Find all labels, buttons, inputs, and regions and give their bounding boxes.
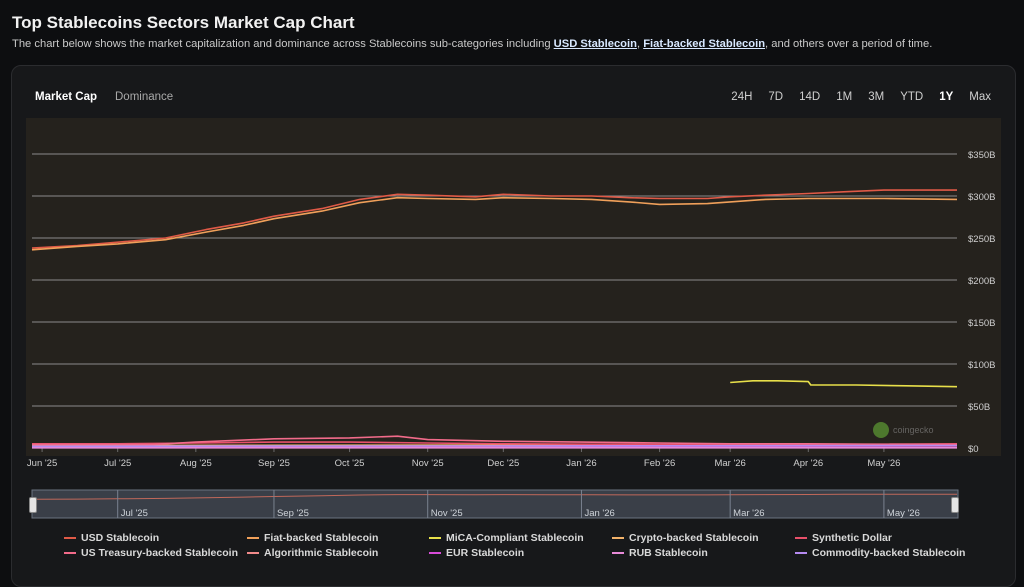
x-tick-label: Mar '26: [714, 458, 745, 469]
x-tick-label: Oct '25: [335, 458, 365, 469]
y-tick-label: $200B: [968, 276, 995, 287]
legend-label: Fiat-backed Stablecoin: [264, 532, 378, 544]
legend-item-synthetic-dollar[interactable]: Synthetic Dollar: [795, 532, 985, 544]
navigator-label: Sep '25: [277, 508, 309, 519]
market-cap-chart[interactable]: $0 $50B $100B $150B $200B $250B $300B $350B Jun …: [0, 0, 1024, 568]
y-tick-label: $300B: [968, 192, 995, 203]
y-tick-label: $50B: [968, 402, 990, 413]
y-tick-label: $0: [968, 444, 979, 455]
legend-item-eur-stablecoin[interactable]: EUR Stablecoin: [429, 547, 612, 559]
legend-label: USD Stablecoin: [81, 532, 159, 544]
x-tick-label: Nov '25: [412, 458, 444, 469]
navigator-right-handle[interactable]: [951, 497, 959, 513]
legend-label: Crypto-backed Stablecoin: [629, 532, 759, 544]
chart-legend: USD Stablecoin Fiat-backed Stablecoin Mi…: [64, 532, 985, 559]
legend-swatch: [429, 537, 441, 539]
legend-label: Synthetic Dollar: [812, 532, 892, 544]
legend-label: Commodity-backed Stablecoin: [812, 547, 965, 559]
legend-item-fiat-backed-stablecoin[interactable]: Fiat-backed Stablecoin: [247, 532, 429, 544]
x-tick-label: Jun '25: [27, 458, 57, 469]
legend-item-usd-stablecoin[interactable]: USD Stablecoin: [64, 532, 247, 544]
x-tick-label: Sep '25: [258, 458, 290, 469]
navigator-label: Jul '25: [121, 508, 148, 519]
legend-label: US Treasury-backed Stablecoin: [81, 547, 238, 559]
series-line-mica-compliant-stablecoin[interactable]: [730, 381, 957, 387]
series-line-commodity-backed-stablecoin[interactable]: [32, 446, 957, 447]
navigator-label: Jan '26: [584, 508, 614, 519]
legend-item-crypto-backed-stablecoin[interactable]: Crypto-backed Stablecoin: [612, 532, 795, 544]
legend-swatch: [247, 552, 259, 554]
watermark-text: coingecko: [893, 425, 934, 435]
navigator-label: Mar '26: [733, 508, 764, 519]
y-tick-label: $100B: [968, 360, 995, 371]
legend-label: RUB Stablecoin: [629, 547, 708, 559]
x-tick-label: May '26: [867, 458, 900, 469]
legend-item-rub-stablecoin[interactable]: RUB Stablecoin: [612, 547, 795, 559]
legend-swatch: [247, 537, 259, 539]
x-tick-label: Jan '26: [566, 458, 596, 469]
legend-swatch: [64, 537, 76, 539]
legend-swatch: [429, 552, 441, 554]
x-tick-label: Apr '26: [793, 458, 823, 469]
y-tick-label: $150B: [968, 318, 995, 329]
legend-swatch: [64, 552, 76, 554]
y-tick-label: $350B: [968, 150, 995, 161]
legend-label: EUR Stablecoin: [446, 547, 524, 559]
legend-swatch: [795, 537, 807, 539]
x-tick-label: Jul '25: [104, 458, 131, 469]
x-tick-label: Feb '26: [644, 458, 675, 469]
legend-swatch: [612, 552, 624, 554]
x-tick-label: Dec '25: [487, 458, 519, 469]
navigator-label: Nov '25: [431, 508, 463, 519]
legend-item-algorithmic-stablecoin[interactable]: Algorithmic Stablecoin: [247, 547, 429, 559]
legend-item-us-treasury-backed-stablecoin[interactable]: US Treasury-backed Stablecoin: [64, 547, 247, 559]
legend-label: MiCA-Compliant Stablecoin: [446, 532, 584, 544]
coingecko-logo-icon: [873, 422, 889, 438]
legend-label: Algorithmic Stablecoin: [264, 547, 378, 559]
x-tick-label: Aug '25: [180, 458, 212, 469]
watermark: coingecko: [873, 422, 934, 438]
y-tick-label: $250B: [968, 234, 995, 245]
navigator-label: May '26: [887, 508, 920, 519]
navigator-left-handle[interactable]: [29, 497, 37, 513]
legend-swatch: [795, 552, 807, 554]
legend-item-commodity-backed-stablecoin[interactable]: Commodity-backed Stablecoin: [795, 547, 985, 559]
legend-item-mica-compliant-stablecoin[interactable]: MiCA-Compliant Stablecoin: [429, 532, 612, 544]
legend-swatch: [612, 537, 624, 539]
series-line-fiat-backed-stablecoin[interactable]: [32, 198, 957, 250]
